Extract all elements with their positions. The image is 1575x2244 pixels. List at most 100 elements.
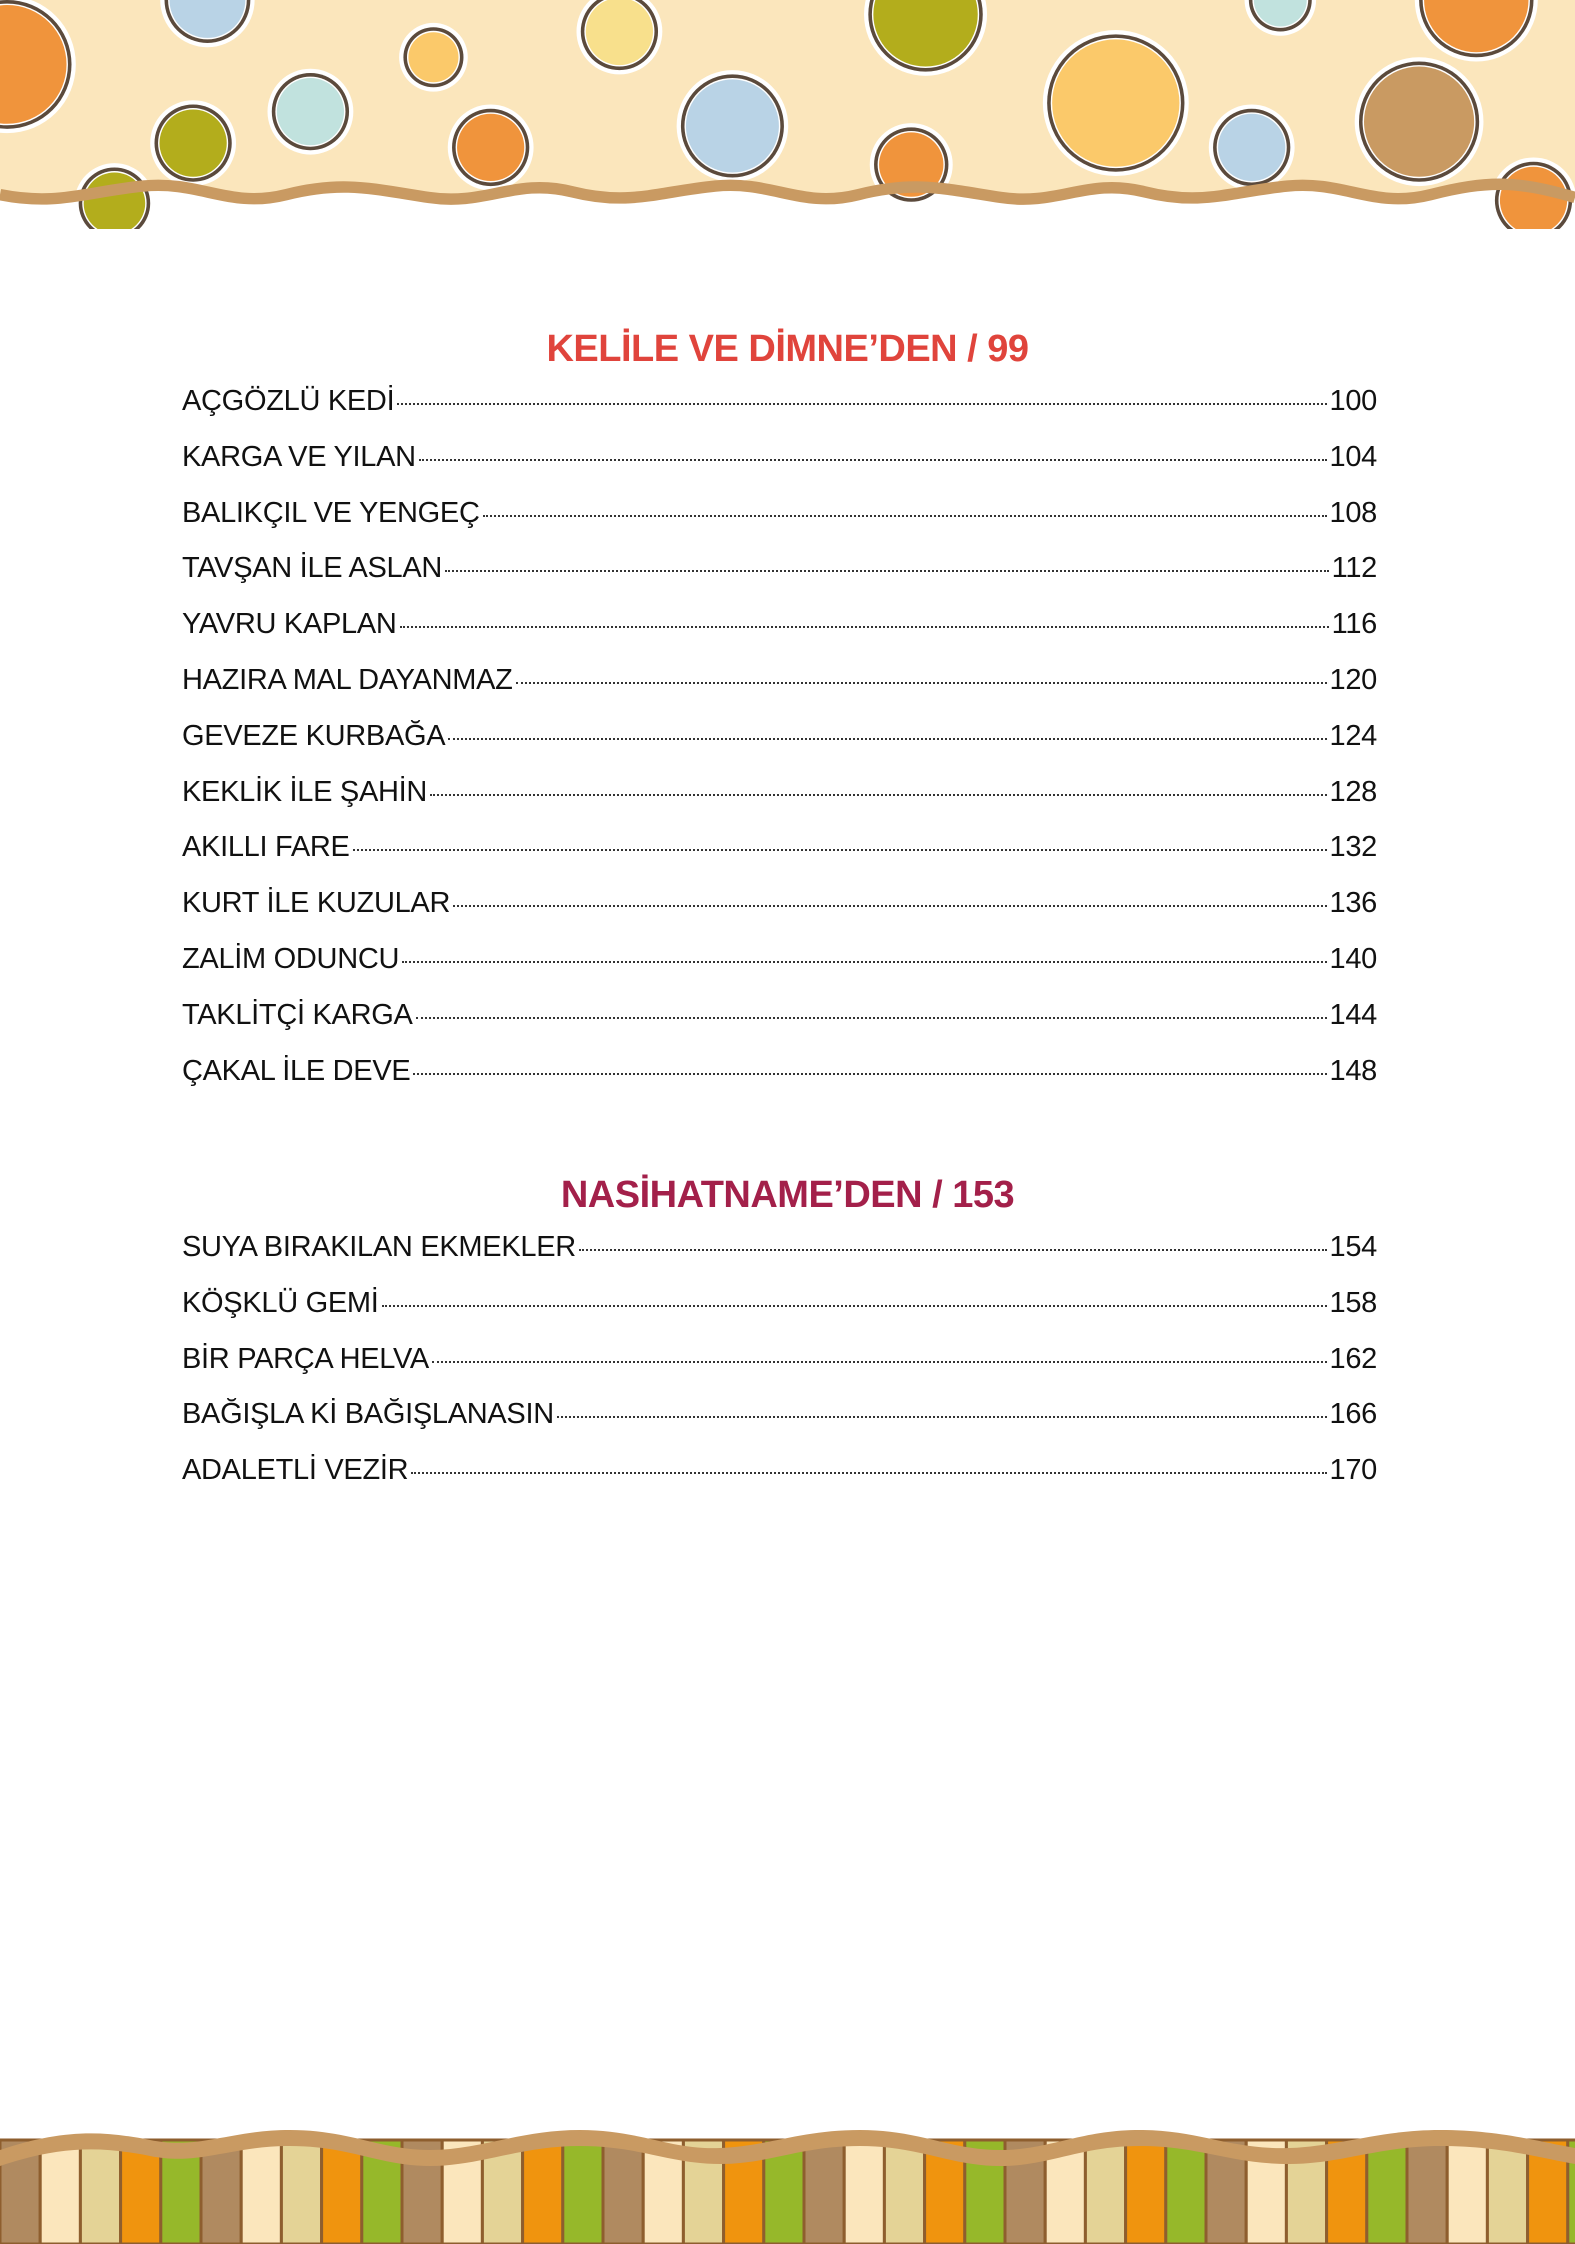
toc-entry-page-number: 140 — [1329, 942, 1378, 975]
decorative-dot — [1218, 113, 1286, 182]
footer-stripe — [1124, 2138, 1168, 2244]
dot-leader — [445, 570, 1329, 573]
toc-entry: ÇAKAL İLE DEVE 148 — [182, 1055, 1377, 1111]
toc-entry-title: HAZIRA MAL DAYANMAZ — [182, 663, 513, 696]
decorative-dot — [169, 0, 246, 38]
polka-dot-header-decoration — [0, 0, 1575, 229]
striped-footer-decoration — [0, 2130, 1575, 2244]
toc-entry: YAVRU KAPLAN 116 — [182, 608, 1377, 664]
toc-entry: KEKLİK İLE ŞAHİN 128 — [182, 776, 1377, 832]
toc-list-nasihatname: SUYA BIRAKILAN EKMEKLER 154 KÖŞKLÜ GEMİ 158… — [182, 1231, 1377, 1510]
section-heading-nasihatname: NASİHATNAME’DEN / 153 — [560, 1174, 1015, 1216]
toc-entry-page-number: 132 — [1329, 831, 1378, 864]
toc-entry-title: ÇAKAL İLE DEVE — [182, 1054, 411, 1087]
decorative-dot — [685, 79, 779, 173]
dot-leader — [430, 793, 1327, 796]
decorative-dot — [1363, 66, 1475, 177]
toc-entry: ZALİM ODUNCU 140 — [182, 943, 1377, 999]
toc-entry-title: TAKLİTÇİ KARGA — [182, 998, 413, 1031]
toc-entry-title: AKILLI FARE — [182, 831, 350, 864]
footer-stripe — [279, 2138, 324, 2244]
decorative-dot — [1424, 0, 1529, 53]
toc-entry-page-number: 116 — [1331, 608, 1378, 641]
footer-stripe — [521, 2138, 565, 2244]
dot-leader — [411, 1472, 1327, 1475]
footer-stripe — [239, 2138, 283, 2244]
footer-stripe — [320, 2138, 364, 2244]
toc-entry-page-number: 154 — [1329, 1231, 1378, 1263]
toc-entry-title: KEKLİK İLE ŞAHİN — [182, 775, 428, 808]
toc-entry: KÖŞKLÜ GEMİ 158 — [182, 1287, 1377, 1343]
decorative-dot — [159, 109, 227, 177]
toc-entry-page-number: 128 — [1329, 775, 1378, 808]
decorative-dot — [457, 113, 525, 182]
toc-entry-page-number: 104 — [1329, 440, 1378, 473]
toc-entry: AÇGÖZLÜ KEDİ 100 — [182, 385, 1377, 441]
footer-stripe — [1445, 2138, 1489, 2244]
dot-leader — [402, 960, 1327, 963]
dot-leader — [431, 1360, 1327, 1363]
footer-stripe — [561, 2138, 605, 2244]
toc-entry-title: GEVEZE KURBAĞA — [182, 719, 446, 752]
dot-leader — [515, 681, 1327, 684]
footer-stripe — [1164, 2138, 1208, 2244]
footer-stripe — [1405, 2138, 1449, 2244]
toc-entry-page-number: 136 — [1329, 887, 1378, 920]
toc-entry-title: BAĞIŞLA Kİ BAĞIŞLANASIN — [182, 1398, 554, 1431]
toc-entry: TAVŞAN İLE ASLAN 112 — [182, 552, 1377, 608]
toc-entry-page-number: 108 — [1329, 496, 1378, 529]
dot-leader — [415, 1016, 1327, 1019]
toc-entry: KARGA VE YILAN 104 — [182, 441, 1377, 497]
toc-entry-page-number: 124 — [1329, 719, 1378, 752]
decorative-dot — [879, 132, 944, 197]
toc-entry-page-number: 158 — [1329, 1286, 1378, 1319]
toc-entry-title: ZALİM ODUNCU — [182, 942, 400, 975]
toc-entry-title: TAVŞAN İLE ASLAN — [182, 552, 443, 585]
decorative-dot — [1253, 0, 1307, 27]
toc-entry-page-number: 100 — [1329, 385, 1378, 417]
footer-stripe — [78, 2138, 123, 2244]
dot-leader — [482, 514, 1327, 517]
footer-stripe — [601, 2138, 645, 2244]
footer-stripe — [1485, 2138, 1530, 2244]
toc-entry-title: ADALETLİ VEZİR — [182, 1454, 409, 1487]
toc-entry-title: KURT İLE KUZULAR — [182, 887, 451, 920]
toc-entry-title: BALIKÇIL VE YENGEÇ — [182, 496, 480, 529]
toc-entry-title: KÖŞKLÜ GEMİ — [182, 1286, 379, 1319]
toc-entry-title: SUYA BIRAKILAN EKMEKLER — [182, 1231, 576, 1263]
dot-leader — [399, 626, 1329, 629]
decorative-dot — [408, 32, 459, 83]
dot-leader — [418, 458, 1327, 461]
toc-entry-title: KARGA VE YILAN — [182, 440, 416, 473]
toc-entry-title: AÇGÖZLÜ KEDİ — [182, 385, 395, 417]
decorative-dot — [585, 0, 654, 66]
footer-stripe — [119, 2138, 163, 2244]
dot-leader — [556, 1416, 1327, 1419]
toc-entry-title: YAVRU KAPLAN — [182, 608, 397, 641]
toc-list-kelile-ve-dimne: AÇGÖZLÜ KEDİ 100 KARGA VE YILAN 104 BALIKÇIL… — [182, 385, 1377, 1110]
dot-leader — [453, 905, 1327, 908]
toc-entry-page-number: 120 — [1329, 663, 1378, 696]
toc-entry: BİR PARÇA HELVA 162 — [182, 1343, 1377, 1399]
decorative-dot — [873, 0, 978, 67]
footer-stripe — [882, 2138, 927, 2244]
toc-entry: HAZIRA MAL DAYANMAZ 120 — [182, 664, 1377, 720]
toc-entry-page-number: 166 — [1329, 1398, 1378, 1431]
footer-stripe — [1566, 2138, 1575, 2244]
toc-entry-page-number: 144 — [1329, 998, 1378, 1031]
decorative-dot — [0, 5, 67, 124]
dot-leader — [352, 849, 1327, 852]
decorative-dot — [1052, 39, 1180, 167]
toc-entry-page-number: 112 — [1331, 552, 1378, 585]
toc-entry: BAĞIŞLA Kİ BAĞIŞLANASIN 166 — [182, 1398, 1377, 1454]
section-heading-kelile-ve-dimne: KELİLE VE DİMNE’DEN / 99 — [546, 328, 1029, 370]
decorative-dot — [276, 78, 345, 146]
dot-leader — [413, 1072, 1327, 1075]
toc-entry: ADALETLİ VEZİR 170 — [182, 1454, 1377, 1510]
toc-entry: SUYA BIRAKILAN EKMEKLER 154 — [182, 1231, 1377, 1287]
toc-entry-page-number: 148 — [1329, 1054, 1378, 1087]
footer-stripe — [842, 2138, 886, 2244]
toc-entry-page-number: 162 — [1329, 1342, 1378, 1375]
toc-entry: KURT İLE KUZULAR 136 — [182, 887, 1377, 943]
footer-stripe — [802, 2138, 846, 2244]
